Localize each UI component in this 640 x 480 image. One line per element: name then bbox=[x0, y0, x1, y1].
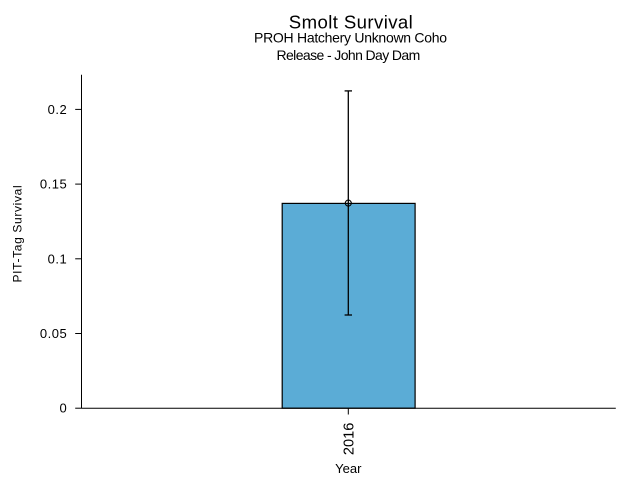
svg-text:0.15: 0.15 bbox=[40, 177, 67, 192]
svg-text:0.05: 0.05 bbox=[40, 326, 67, 341]
svg-text:0: 0 bbox=[59, 401, 67, 416]
svg-text:Smolt Survival: Smolt Survival bbox=[289, 12, 413, 33]
svg-text:Year: Year bbox=[335, 461, 362, 476]
svg-text:0.1: 0.1 bbox=[48, 251, 68, 266]
svg-text:0.2: 0.2 bbox=[48, 102, 68, 117]
svg-text:Release - John Day Dam: Release - John Day Dam bbox=[276, 47, 419, 63]
svg-text:2016: 2016 bbox=[341, 423, 357, 455]
svg-text:PIT-Tag Survival: PIT-Tag Survival bbox=[11, 185, 25, 283]
svg-text:PROH Hatchery Unknown Coho: PROH Hatchery Unknown Coho bbox=[254, 30, 447, 46]
